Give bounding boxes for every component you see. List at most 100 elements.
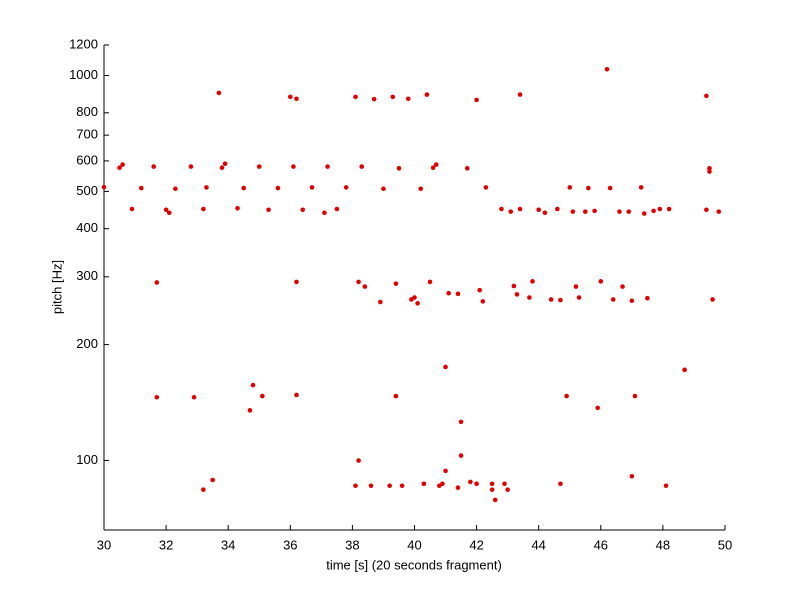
point <box>682 367 687 373</box>
point <box>129 206 135 212</box>
point <box>716 209 722 214</box>
point <box>266 207 271 213</box>
point <box>291 164 296 169</box>
point <box>424 92 430 97</box>
point <box>663 483 669 489</box>
point <box>468 479 473 485</box>
point <box>492 497 498 503</box>
point <box>353 483 358 489</box>
point <box>638 185 644 190</box>
point <box>322 210 327 216</box>
point <box>474 97 479 103</box>
point <box>527 295 532 300</box>
point <box>154 280 160 285</box>
point <box>154 394 160 400</box>
point <box>399 483 405 489</box>
point <box>598 279 604 284</box>
point <box>163 207 169 213</box>
y-tick-label: 700 <box>76 127 98 142</box>
x-tick-label: 42 <box>469 537 483 552</box>
point <box>219 165 225 171</box>
point <box>530 279 535 284</box>
x-tick-label: 48 <box>656 537 670 552</box>
point <box>356 279 361 285</box>
point <box>204 185 209 190</box>
point <box>381 186 386 192</box>
point <box>201 206 206 212</box>
point <box>294 96 299 102</box>
point <box>666 206 672 212</box>
point <box>222 161 228 167</box>
point <box>455 291 461 297</box>
point <box>343 185 349 190</box>
point <box>582 209 588 214</box>
point <box>353 94 358 100</box>
point <box>558 481 563 487</box>
point <box>415 301 420 306</box>
point <box>464 166 470 171</box>
y-tick-label: 1000 <box>69 67 98 82</box>
point <box>359 164 365 169</box>
point <box>499 206 504 212</box>
y-tick-label: 800 <box>76 104 98 119</box>
point <box>433 162 439 167</box>
point <box>458 419 464 425</box>
point <box>201 487 206 492</box>
point <box>458 453 464 458</box>
x-tick-label: 30 <box>97 537 111 552</box>
point <box>604 66 610 72</box>
y-tick-label: 200 <box>76 336 98 351</box>
point <box>356 458 361 463</box>
point <box>536 207 541 213</box>
x-tick-label: 46 <box>594 537 608 552</box>
point <box>443 468 448 474</box>
point <box>710 297 715 302</box>
y-tick-label: 100 <box>76 452 98 467</box>
point <box>632 393 638 399</box>
point <box>651 208 656 214</box>
point <box>325 164 330 169</box>
point <box>288 94 293 100</box>
point <box>294 392 299 398</box>
point <box>548 297 554 302</box>
point <box>505 487 510 492</box>
y-tick-label: 400 <box>76 220 98 235</box>
point <box>387 483 392 489</box>
x-tick-label: 44 <box>531 537 545 552</box>
point <box>393 281 399 286</box>
point <box>371 96 377 102</box>
point <box>235 205 240 211</box>
point <box>517 92 523 97</box>
x-tick-label: 34 <box>221 537 235 552</box>
point <box>151 164 156 169</box>
point <box>443 364 448 370</box>
point <box>629 298 635 304</box>
x-tick-label: 38 <box>345 537 359 552</box>
point <box>489 487 495 492</box>
y-tick-label: 300 <box>76 268 98 283</box>
point <box>707 166 712 171</box>
point <box>120 162 125 167</box>
point <box>256 164 262 169</box>
point <box>241 185 247 191</box>
y-tick-label: 600 <box>76 152 98 167</box>
point <box>412 295 417 300</box>
point <box>138 185 144 191</box>
point <box>390 94 396 100</box>
x-tick-label: 32 <box>159 537 173 552</box>
point <box>514 292 520 297</box>
x-tick-label: 36 <box>283 537 297 552</box>
point <box>592 208 597 214</box>
point <box>555 206 560 212</box>
point <box>250 382 256 388</box>
point <box>101 184 107 190</box>
point <box>489 481 495 487</box>
point <box>393 393 399 399</box>
point <box>440 481 445 487</box>
y-tick-label: 1200 <box>69 36 98 51</box>
point <box>430 165 436 171</box>
y-axis-label: pitch [Hz] <box>49 260 64 314</box>
x-tick-label: 40 <box>407 537 421 552</box>
